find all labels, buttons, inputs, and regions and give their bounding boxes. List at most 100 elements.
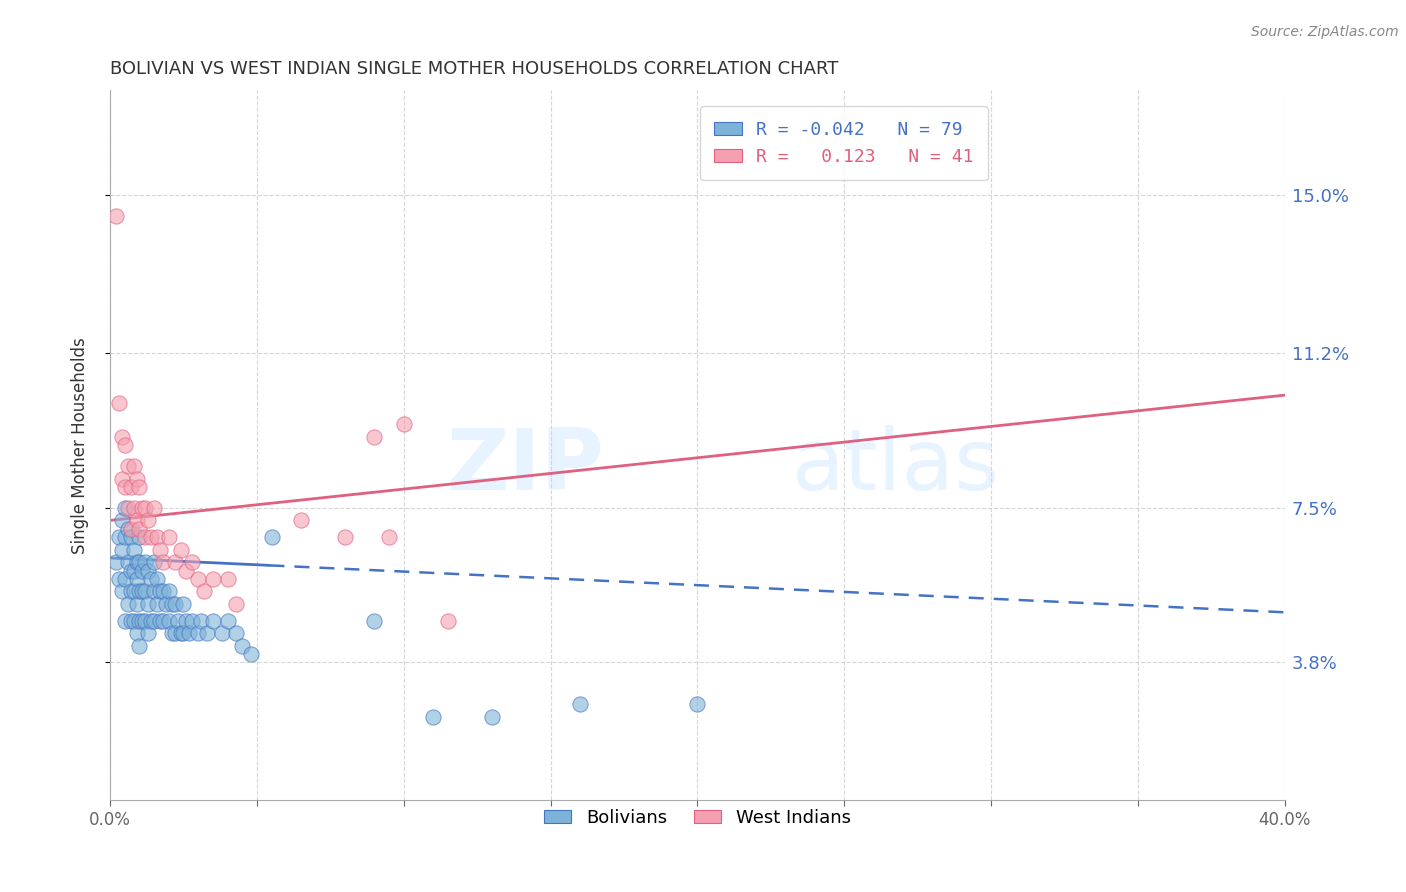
Point (108, 530, 131, 544)
Point (176, 614, 198, 628)
Point (333, 530, 356, 544)
Point (108, 396, 131, 410)
Point (143, 584, 166, 599)
Point (111, 542, 134, 557)
Point (117, 597, 139, 611)
Point (125, 555, 148, 569)
Point (260, 530, 283, 544)
Point (120, 530, 142, 544)
Point (104, 555, 127, 569)
Point (160, 626, 183, 640)
Point (131, 500, 153, 515)
Point (568, 697, 591, 711)
Point (146, 572, 169, 586)
Point (122, 542, 145, 557)
Point (128, 530, 150, 544)
Point (173, 626, 195, 640)
Point (160, 597, 183, 611)
Point (378, 530, 401, 544)
Point (157, 584, 180, 599)
Point (217, 572, 239, 586)
Point (117, 500, 139, 515)
Point (436, 614, 458, 628)
Point (163, 626, 186, 640)
Point (363, 430, 385, 444)
Point (143, 500, 166, 515)
Point (120, 564, 142, 578)
Point (225, 597, 247, 611)
Point (217, 614, 239, 628)
Point (111, 513, 134, 527)
Point (128, 584, 150, 599)
Point (152, 584, 174, 599)
Point (120, 584, 142, 599)
Point (122, 500, 145, 515)
Point (120, 480, 142, 494)
Point (149, 614, 172, 628)
Point (108, 572, 131, 586)
Point (128, 614, 150, 628)
Point (143, 555, 166, 569)
Point (157, 530, 180, 544)
Point (152, 614, 174, 628)
Point (134, 555, 156, 569)
Point (128, 639, 150, 653)
Point (117, 555, 139, 569)
Point (134, 530, 156, 544)
Point (141, 614, 163, 628)
Point (195, 626, 218, 640)
Point (201, 614, 224, 628)
Point (290, 513, 312, 527)
Point (122, 614, 145, 628)
Point (134, 500, 156, 515)
Point (122, 459, 145, 474)
Legend: Bolivians, West Indians: Bolivians, West Indians (537, 801, 858, 834)
Point (422, 709, 444, 723)
Point (169, 626, 191, 640)
Point (120, 614, 142, 628)
Point (136, 564, 159, 578)
Point (173, 597, 195, 611)
Point (131, 564, 153, 578)
Point (111, 472, 134, 486)
Text: Source: ZipAtlas.com: Source: ZipAtlas.com (1251, 25, 1399, 39)
Text: atlas: atlas (792, 425, 1000, 508)
Point (155, 597, 177, 611)
Point (179, 626, 201, 640)
Text: ZIP: ZIP (446, 425, 603, 508)
Point (143, 614, 166, 628)
Point (152, 555, 174, 569)
Point (122, 584, 145, 599)
Point (686, 697, 709, 711)
Point (169, 542, 191, 557)
Point (187, 626, 209, 640)
Point (149, 584, 172, 599)
Point (141, 530, 163, 544)
Point (111, 584, 134, 599)
Point (187, 572, 209, 586)
Point (231, 639, 253, 653)
Point (134, 584, 156, 599)
Point (136, 513, 159, 527)
Point (225, 626, 247, 640)
Y-axis label: Single Mother Households: Single Mother Households (72, 337, 89, 554)
Point (131, 584, 153, 599)
Point (114, 500, 136, 515)
Point (128, 522, 150, 536)
Point (163, 555, 186, 569)
Point (181, 614, 204, 628)
Point (146, 597, 169, 611)
Point (157, 614, 180, 628)
Point (114, 480, 136, 494)
Point (141, 572, 163, 586)
Point (136, 626, 159, 640)
Point (481, 709, 503, 723)
Point (149, 542, 172, 557)
Point (125, 513, 148, 527)
Point (114, 614, 136, 628)
Point (134, 614, 156, 628)
Point (114, 438, 136, 452)
Point (392, 417, 415, 432)
Point (136, 597, 159, 611)
Point (125, 572, 148, 586)
